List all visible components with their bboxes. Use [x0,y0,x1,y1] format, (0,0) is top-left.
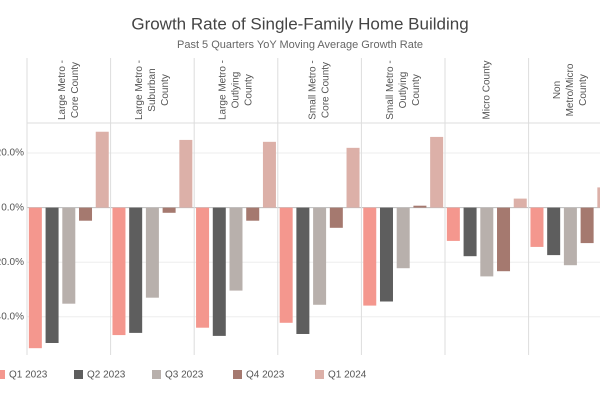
panel-header: Micro County [481,61,492,120]
bar [497,207,511,272]
panel-header: Small Metro - [308,60,319,119]
panel-header: Core County [321,62,332,118]
bar [463,207,477,257]
y-tick-label: 20.0% [0,148,24,159]
bar [530,207,544,247]
bar [329,207,343,228]
bar [162,207,176,213]
legend-swatch [74,370,83,379]
bar [79,207,93,221]
legend-swatch [0,370,5,379]
panel-header: Metro/Micro [565,63,576,116]
panel-header: County [578,74,589,106]
legend-swatch [152,370,161,379]
legend-label: Q4 2023 [246,370,285,381]
panel-header: County [244,74,255,106]
panel-header: Small Metro - [385,60,396,119]
bar [346,147,360,208]
bar [212,207,226,336]
bar [547,207,561,256]
bar [246,207,260,221]
panel-header: Large Metro - [57,60,68,120]
bar [513,198,527,208]
bar [563,207,577,266]
legend-label: Q1 2024 [328,370,367,381]
legend-label: Q2 2023 [87,370,126,381]
panel-header: County [160,74,171,106]
bar [229,207,243,291]
bar [296,207,310,334]
panel-header: Large Metro - [134,60,145,120]
chart-title: Growth Rate of Single-Family Home Buildi… [131,14,468,33]
bar [112,207,126,336]
panel-header: Core County [70,62,81,118]
bar [95,131,109,208]
legend-label: Q3 2023 [165,370,204,381]
bar [313,207,327,305]
bar [430,136,444,208]
bar [145,207,159,298]
bar [379,207,393,302]
bar [196,207,210,328]
legend-swatch [233,370,242,379]
panel-header: Non [552,81,563,99]
y-tick-label: 0.0% [1,202,24,213]
bar [129,207,143,333]
bar [396,207,410,269]
panel-header: Outlying [398,72,409,109]
panel-header: Suburban [147,68,158,111]
chart-subtitle: Past 5 Quarters YoY Moving Average Growt… [177,39,423,51]
bar [480,207,494,277]
y-tick-label: -40.0% [0,311,24,322]
bar [262,141,276,208]
bar [179,139,193,208]
bar [446,207,460,241]
bar [413,205,427,208]
legend-label: Q1 2023 [9,370,48,381]
bar [279,207,293,323]
bar [580,207,594,244]
bar [62,207,76,304]
bar [45,207,59,343]
y-tick-label: -20.0% [0,257,24,268]
legend-swatch [315,370,324,379]
panel-header: Outlying [231,72,242,109]
bar [597,187,600,208]
bar [28,207,42,349]
panel-header: Large Metro - [218,60,229,120]
panel-header: County [411,74,422,106]
bar [363,207,377,306]
